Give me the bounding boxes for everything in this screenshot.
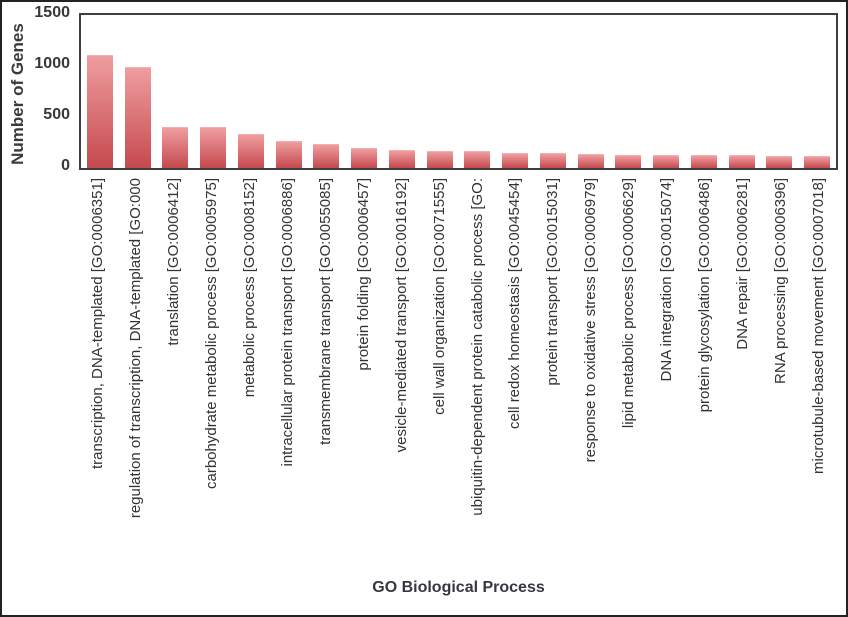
y-tick-label: 1500 <box>34 4 70 21</box>
x-category-label: cell wall organization [GO:0071555] <box>430 178 448 415</box>
x-category-label: cell redox homeostasis [GO:0045454] <box>506 178 524 429</box>
bar-slot <box>421 15 459 168</box>
x-axis-category-labels: transcription, DNA-templated [GO:0006351… <box>79 178 838 574</box>
bar <box>539 153 566 168</box>
x-category-label: transmembrane transport [GO:0055085] <box>316 178 334 445</box>
x-label-slot: ubiquitin-dependent protein catabolic pr… <box>459 178 497 574</box>
bar-slot <box>685 15 723 168</box>
x-category-label: ubiquitin-dependent protein catabolic pr… <box>468 178 486 516</box>
x-category-label: RNA processing [GO:0006396] <box>772 178 790 384</box>
bar <box>162 127 189 168</box>
x-category-label: response to oxidative stress [GO:0006979… <box>582 178 600 463</box>
x-category-label: DNA repair [GO:0006281] <box>734 178 752 350</box>
bar-slot <box>798 15 836 168</box>
bar-slot <box>345 15 383 168</box>
x-label-slot: microtubule-based movement [GO:0007018] <box>800 178 838 574</box>
x-label-slot: lipid metabolic process [GO:0006629] <box>610 178 648 574</box>
x-label-slot: DNA integration [GO:0015074] <box>648 178 686 574</box>
bar-slot <box>383 15 421 168</box>
bar-slot <box>496 15 534 168</box>
bar-slot <box>270 15 308 168</box>
bar <box>502 153 529 168</box>
bar <box>577 154 604 168</box>
x-label-slot: DNA repair [GO:0006281] <box>724 178 762 574</box>
bar <box>351 148 378 168</box>
bar <box>464 151 491 168</box>
bar-slot <box>157 15 195 168</box>
bar-slot <box>119 15 157 168</box>
bar-slot <box>534 15 572 168</box>
x-label-slot: cell wall organization [GO:0071555] <box>421 178 459 574</box>
x-category-label: microtubule-based movement [GO:0007018] <box>810 178 828 474</box>
x-category-label: vesicle-mediated transport [GO:0016192] <box>392 178 410 453</box>
y-tick-label: 0 <box>61 157 70 174</box>
bar-slot <box>232 15 270 168</box>
bar <box>804 156 831 168</box>
bar-slot <box>723 15 761 168</box>
x-label-slot: regulation of transcription, DNA-templat… <box>117 178 155 574</box>
x-category-label: protein glycosylation [GO:0006486] <box>696 178 714 413</box>
bar <box>200 127 227 168</box>
bar <box>690 155 717 168</box>
bar <box>237 134 264 168</box>
x-axis-title: GO Biological Process <box>372 579 545 596</box>
x-label-slot: intracellular protein transport [GO:0006… <box>269 178 307 574</box>
bar-slot <box>194 15 232 168</box>
bar <box>313 144 340 168</box>
bar <box>615 155 642 168</box>
x-category-label: protein transport [GO:0015031] <box>544 178 562 386</box>
x-category-label: translation [GO:0006412] <box>164 178 182 346</box>
bar <box>766 156 793 168</box>
x-category-label: DNA integration [GO:0015074] <box>658 178 676 382</box>
bar-slot <box>647 15 685 168</box>
plot-area <box>79 13 838 170</box>
bar <box>86 55 113 168</box>
x-category-label: regulation of transcription, DNA-templat… <box>126 178 144 519</box>
x-label-slot: vesicle-mediated transport [GO:0016192] <box>383 178 421 574</box>
x-label-slot: translation [GO:0006412] <box>155 178 193 574</box>
bar <box>388 150 415 168</box>
x-label-slot: RNA processing [GO:0006396] <box>762 178 800 574</box>
bar-slot <box>459 15 497 168</box>
x-category-label: metabolic process [GO:0008152] <box>240 178 258 398</box>
x-label-slot: protein glycosylation [GO:0006486] <box>686 178 724 574</box>
x-label-slot: protein folding [GO:0006457] <box>345 178 383 574</box>
x-category-label: protein folding [GO:0006457] <box>354 178 372 371</box>
x-category-label: transcription, DNA-templated [GO:0006351… <box>88 178 106 469</box>
x-label-slot: cell redox homeostasis [GO:0045454] <box>496 178 534 574</box>
x-label-slot: response to oxidative stress [GO:0006979… <box>572 178 610 574</box>
bar-slot <box>572 15 610 168</box>
bar-slot <box>610 15 648 168</box>
x-category-label: carbohydrate metabolic process [GO:00059… <box>202 178 220 490</box>
x-category-label: intracellular protein transport [GO:0006… <box>278 178 296 467</box>
x-category-label: lipid metabolic process [GO:0006629] <box>620 178 638 429</box>
x-label-slot: carbohydrate metabolic process [GO:00059… <box>193 178 231 574</box>
bars-container <box>81 15 836 168</box>
y-axis-tick-labels: 0 500 1000 1500 <box>2 2 72 202</box>
bar-slot <box>81 15 119 168</box>
y-tick-label: 500 <box>43 106 70 123</box>
y-tick-label: 1000 <box>34 55 70 72</box>
bar <box>426 151 453 168</box>
x-label-slot: metabolic process [GO:0008152] <box>231 178 269 574</box>
bar <box>275 141 302 168</box>
bar <box>124 67 151 168</box>
bar <box>653 155 680 168</box>
x-label-slot: transcription, DNA-templated [GO:0006351… <box>79 178 117 574</box>
x-label-slot: protein transport [GO:0015031] <box>534 178 572 574</box>
x-label-slot: transmembrane transport [GO:0055085] <box>307 178 345 574</box>
bar-slot <box>308 15 346 168</box>
bar <box>728 155 755 168</box>
bar-slot <box>761 15 799 168</box>
